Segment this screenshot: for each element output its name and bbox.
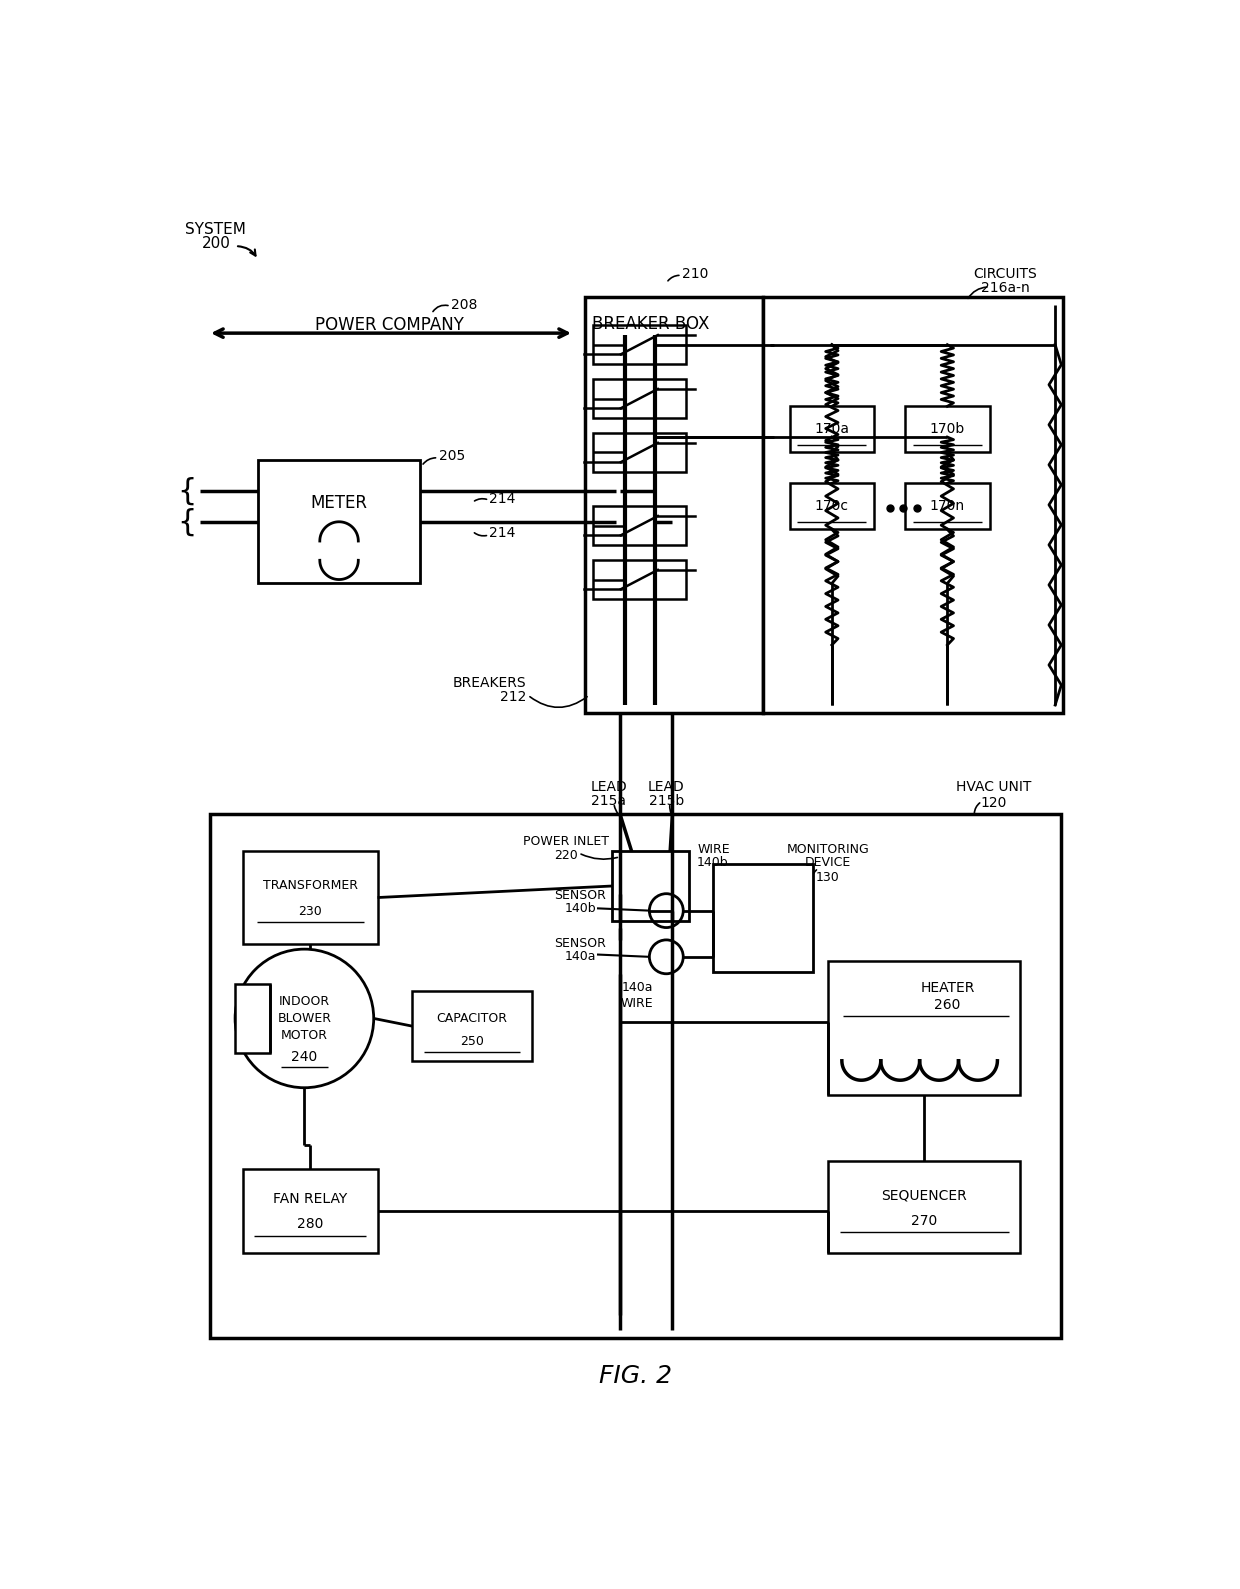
Bar bbox=[585, 297, 763, 713]
Bar bbox=[593, 434, 686, 472]
Text: 260: 260 bbox=[934, 998, 961, 1012]
Bar bbox=[258, 461, 420, 583]
Text: 212: 212 bbox=[500, 690, 526, 704]
Bar bbox=[243, 1168, 377, 1254]
Text: SYSTEM: SYSTEM bbox=[186, 222, 247, 237]
Bar bbox=[243, 852, 377, 944]
Bar bbox=[412, 992, 532, 1061]
Text: LEAD: LEAD bbox=[590, 780, 627, 794]
Text: INDOOR: INDOOR bbox=[279, 995, 330, 1007]
Text: 170b: 170b bbox=[930, 423, 965, 437]
Text: 214: 214 bbox=[490, 526, 516, 540]
Text: {: { bbox=[177, 507, 197, 535]
Text: 216a-n: 216a-n bbox=[981, 281, 1029, 296]
Text: {: { bbox=[177, 477, 197, 505]
Text: HEATER: HEATER bbox=[920, 980, 975, 995]
Text: 208: 208 bbox=[450, 297, 477, 311]
Text: 170n: 170n bbox=[930, 499, 965, 513]
Text: WIRE: WIRE bbox=[621, 996, 653, 1009]
Text: 140b: 140b bbox=[564, 903, 596, 915]
Text: 270: 270 bbox=[911, 1214, 937, 1228]
Text: 230: 230 bbox=[299, 904, 322, 918]
Text: BREAKER BOX: BREAKER BOX bbox=[593, 315, 709, 332]
Text: MOTOR: MOTOR bbox=[281, 1028, 327, 1042]
Text: 170c: 170c bbox=[815, 499, 849, 513]
Bar bbox=[713, 864, 812, 972]
Text: LEAD: LEAD bbox=[649, 780, 684, 794]
Text: 214: 214 bbox=[490, 491, 516, 505]
Bar bbox=[593, 507, 686, 545]
Bar bbox=[828, 1162, 1021, 1254]
Text: BREAKERS: BREAKERS bbox=[453, 677, 526, 691]
Text: BLOWER: BLOWER bbox=[278, 1012, 331, 1025]
Text: 205: 205 bbox=[439, 450, 465, 464]
Bar bbox=[905, 407, 990, 453]
Text: CAPACITOR: CAPACITOR bbox=[436, 1012, 507, 1025]
Text: 140a: 140a bbox=[621, 980, 652, 995]
Text: 220: 220 bbox=[554, 849, 578, 861]
Bar bbox=[236, 984, 270, 1054]
Text: 120: 120 bbox=[981, 796, 1007, 810]
Text: POWER COMPANY: POWER COMPANY bbox=[315, 316, 464, 334]
Text: 250: 250 bbox=[460, 1034, 484, 1049]
Text: POWER INLET: POWER INLET bbox=[523, 834, 609, 849]
Bar bbox=[593, 326, 686, 364]
Text: FAN RELAY: FAN RELAY bbox=[273, 1192, 347, 1206]
Text: MONITORING: MONITORING bbox=[786, 842, 869, 855]
Text: 140b: 140b bbox=[697, 855, 729, 869]
Text: 215a: 215a bbox=[591, 794, 626, 809]
Bar bbox=[790, 407, 874, 453]
Text: 170a: 170a bbox=[815, 423, 849, 437]
Text: 240: 240 bbox=[291, 1050, 317, 1065]
Text: 140a: 140a bbox=[564, 950, 595, 963]
Text: WIRE: WIRE bbox=[697, 842, 729, 855]
Text: FIG. 2: FIG. 2 bbox=[599, 1365, 672, 1389]
Bar bbox=[593, 380, 686, 418]
Text: SEQUENCER: SEQUENCER bbox=[882, 1189, 967, 1203]
Bar bbox=[790, 483, 874, 529]
Text: TRANSFORMER: TRANSFORMER bbox=[263, 879, 357, 893]
Bar bbox=[905, 483, 990, 529]
Text: METER: METER bbox=[310, 494, 367, 512]
Text: 210: 210 bbox=[682, 267, 708, 281]
Text: 200: 200 bbox=[201, 235, 231, 251]
Bar bbox=[211, 815, 1061, 1338]
Bar bbox=[828, 961, 1021, 1095]
Text: SENSOR: SENSOR bbox=[554, 888, 606, 901]
Text: 215b: 215b bbox=[649, 794, 684, 809]
Bar bbox=[763, 297, 1063, 713]
Bar bbox=[593, 561, 686, 599]
Text: DEVICE: DEVICE bbox=[805, 856, 851, 869]
Text: CIRCUITS: CIRCUITS bbox=[973, 267, 1037, 281]
Text: HVAC UNIT: HVAC UNIT bbox=[956, 780, 1032, 794]
Text: SENSOR: SENSOR bbox=[554, 938, 606, 950]
Text: 130: 130 bbox=[816, 871, 839, 883]
Text: 280: 280 bbox=[298, 1217, 324, 1231]
Bar bbox=[613, 852, 689, 920]
